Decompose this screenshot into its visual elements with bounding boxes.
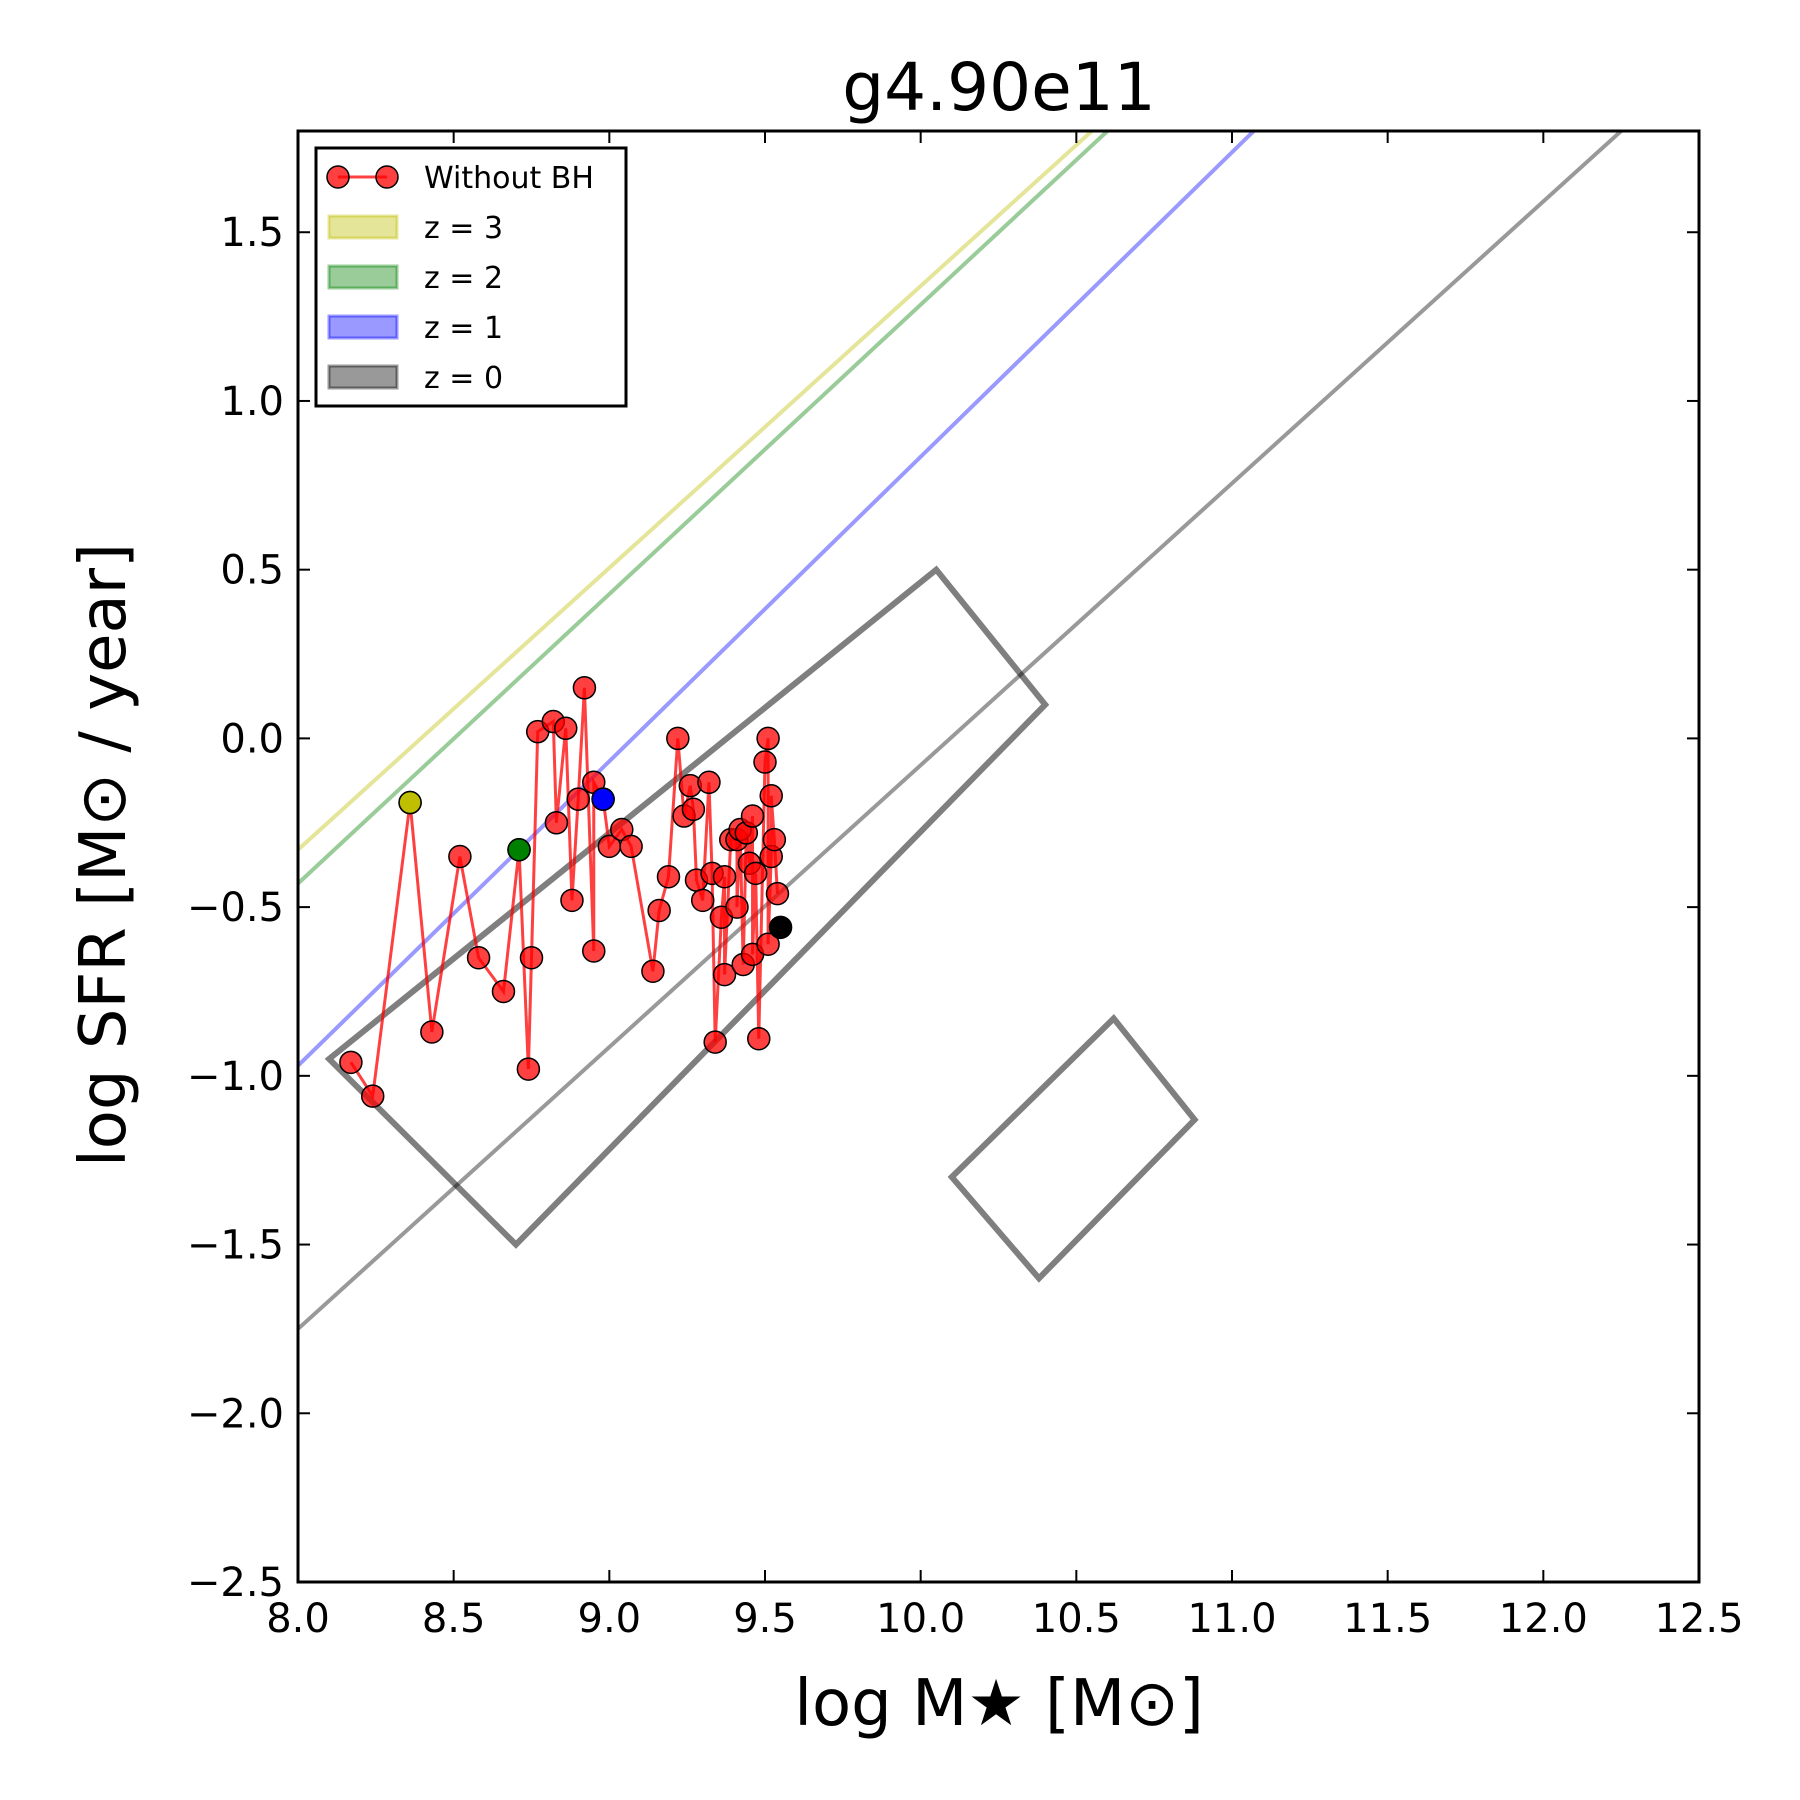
main-sequence-line-z2 <box>298 131 1109 885</box>
legend-swatch-z1 <box>327 314 399 340</box>
data-point <box>753 750 777 774</box>
axis-ticks: 8.0 8.5 9.0 9.5 10.0 10.5 11.0 11.5 12.0 12.5 −2.5… <box>187 131 1744 1642</box>
main-sequence-line-z0 <box>298 131 1623 1331</box>
x-tick-label: 10.5 <box>1032 1596 1121 1642</box>
data-point <box>647 898 671 923</box>
data-point <box>740 804 765 828</box>
data-point <box>572 676 597 700</box>
main-sequence-line-z3 <box>298 131 1094 852</box>
data-point <box>712 864 737 889</box>
plot-frame <box>296 129 1701 1584</box>
legend-label: z = 1 <box>424 311 503 346</box>
y-tick-label: 1.5 <box>220 210 284 256</box>
data-point <box>519 945 544 970</box>
y-tick-label: 0.0 <box>220 716 284 762</box>
data-point <box>448 844 472 869</box>
data-point <box>656 864 681 889</box>
x-tick-label: 9.0 <box>578 1596 642 1642</box>
x-tick-label: 8.5 <box>422 1596 486 1642</box>
y-axis-label: log SFR [M⊙ / year] <box>67 543 141 1167</box>
x-tick-label: 12.5 <box>1654 1596 1743 1642</box>
legend-box <box>314 146 628 408</box>
data-point <box>703 1030 727 1054</box>
y-tick-label: 1.0 <box>220 379 284 425</box>
data-point <box>560 888 584 913</box>
data-point <box>759 784 783 808</box>
legend-label: z = 2 <box>424 261 503 296</box>
y-tick-label: −1.5 <box>187 1223 284 1269</box>
data-point <box>690 888 715 913</box>
data-point <box>491 979 516 1004</box>
legend-swatch-z3 <box>327 214 399 240</box>
data-point <box>747 1026 771 1051</box>
data-point <box>756 726 780 751</box>
data-point <box>712 962 737 987</box>
data-point <box>641 959 665 983</box>
data-point <box>466 945 491 970</box>
redshift-marker-z1 <box>591 787 615 811</box>
data-point <box>566 787 590 811</box>
data-point <box>681 797 706 822</box>
redshift-marker-z2 <box>507 838 531 862</box>
y-tick-label: −2.0 <box>187 1391 284 1437</box>
plot-area <box>298 131 1623 1331</box>
redshift-marker-z0 <box>768 915 793 940</box>
legend-label: Without BH <box>424 161 594 196</box>
legend-swatch-z2 <box>327 264 399 290</box>
redshift-marker-z3 <box>398 790 422 815</box>
data-point <box>743 861 768 886</box>
data-point <box>619 834 643 859</box>
data-point <box>765 881 790 906</box>
data-point <box>762 827 787 852</box>
data-point <box>666 726 690 751</box>
data-point <box>553 716 578 741</box>
legend-label: z = 0 <box>424 361 503 396</box>
data-point <box>516 1057 541 1081</box>
data-point <box>544 811 569 835</box>
x-tick-label: 11.0 <box>1187 1596 1276 1642</box>
data-point <box>582 939 606 963</box>
data-point <box>725 895 749 919</box>
data-point <box>697 770 721 795</box>
data-point <box>756 932 780 956</box>
legend-swatch-z0 <box>327 364 399 390</box>
x-tick-label: 12.0 <box>1499 1596 1588 1642</box>
data-point <box>339 1050 363 1075</box>
x-tick-label: 8.0 <box>266 1596 330 1642</box>
chart-title: g4.90e11 <box>842 49 1155 126</box>
x-tick-label: 11.5 <box>1343 1596 1432 1642</box>
data-point <box>420 1020 444 1044</box>
legend-marker <box>375 165 399 189</box>
data-point <box>360 1084 385 1108</box>
y-tick-label: −2.5 <box>187 1560 284 1606</box>
region-box-1 <box>324 565 1050 1249</box>
region-box-2 <box>947 1014 1199 1283</box>
y-tick-label: −0.5 <box>187 885 284 931</box>
x-tick-label: 9.5 <box>733 1596 797 1642</box>
main-sequence-line-z1 <box>298 131 1256 1068</box>
y-tick-label: 0.5 <box>220 548 284 594</box>
y-tick-label: −1.0 <box>187 1054 284 1100</box>
legend-marker <box>326 165 350 189</box>
legend: Without BH z = 3 z = 2 z = 1 z = 0 <box>314 146 628 408</box>
legend-label: z = 3 <box>424 211 503 246</box>
x-tick-label: 10.0 <box>876 1596 965 1642</box>
x-axis-label: log M★ [M⊙] <box>794 1667 1204 1741</box>
